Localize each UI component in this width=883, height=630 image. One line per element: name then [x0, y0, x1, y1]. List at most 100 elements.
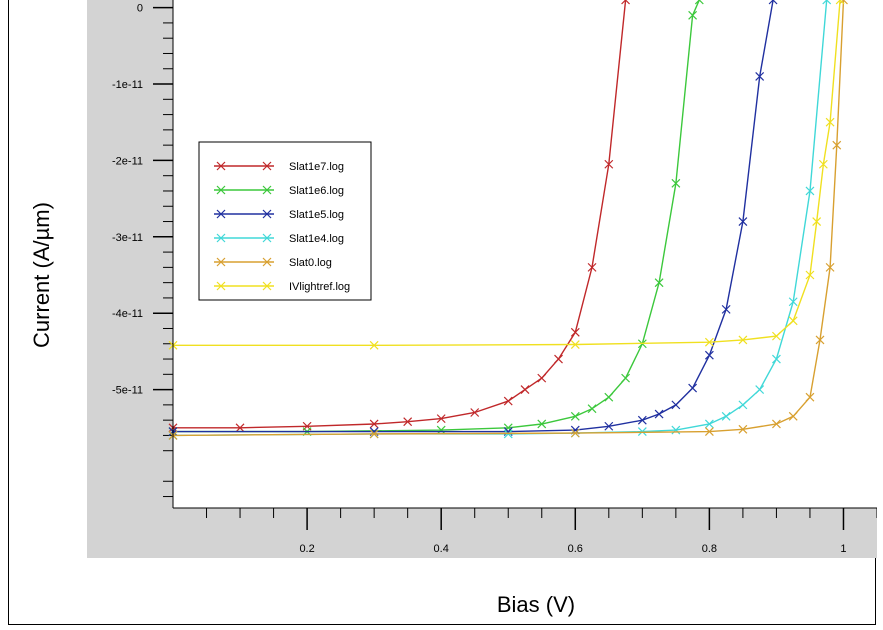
legend-label: Slat1e4.log — [289, 233, 344, 245]
data-point — [554, 354, 563, 364]
legend-item: Slat0.log — [214, 257, 332, 269]
data-point — [721, 304, 731, 314]
data-point — [738, 335, 748, 345]
iv-curve-chart: 0 -1e-11 -2e-11 -3e-11 -4e-11 -5e-11 0.2 0.4 0.… — [29, 0, 877, 617]
data-point — [688, 383, 698, 393]
legend-marker — [262, 233, 272, 243]
data-point — [825, 262, 835, 272]
legend-marker — [216, 233, 226, 243]
data-point — [704, 427, 714, 437]
data-point — [621, 0, 630, 5]
data-point — [815, 335, 825, 345]
data-point — [738, 400, 748, 410]
y-tick-label: 0 — [137, 3, 143, 15]
data-point — [436, 425, 446, 435]
y-tick-label: -1e-11 — [112, 79, 143, 91]
legend-marker — [262, 209, 272, 219]
axis-background-x — [87, 508, 877, 558]
data-point — [621, 373, 630, 383]
data-point — [570, 327, 580, 337]
data-point — [235, 423, 245, 433]
legend-label: Slat0.log — [289, 257, 332, 269]
data-point — [772, 419, 781, 429]
legend-marker — [262, 161, 272, 171]
data-point — [470, 408, 480, 417]
data-point — [654, 278, 664, 288]
legend-marker — [262, 281, 272, 291]
legend-marker — [262, 257, 272, 267]
data-point — [369, 429, 379, 439]
data-point — [818, 159, 828, 169]
series-1 — [168, 0, 704, 437]
x-tick-label: 0.8 — [702, 543, 717, 555]
data-point — [403, 417, 413, 427]
data-point — [704, 350, 714, 360]
legend: Slat1e7.log Slat1e6.log Slat1e5.log Slat1e4… — [198, 141, 372, 301]
series-0 — [168, 0, 630, 433]
data-point — [570, 411, 580, 421]
legend-box — [198, 141, 372, 301]
legend-marker — [262, 185, 272, 195]
legend-label: Slat1e7.log — [289, 161, 344, 173]
series-line — [173, 0, 841, 346]
legend-marker — [216, 161, 226, 171]
series-line — [173, 0, 700, 433]
y-tick-label: -4e-11 — [112, 308, 143, 320]
series-4 — [168, 0, 848, 440]
data-point — [835, 0, 845, 5]
data-point — [822, 0, 832, 5]
y-tick-label: -5e-11 — [112, 385, 143, 397]
x-tick-label: 1 — [840, 543, 846, 555]
x-tick-label: 0.4 — [434, 543, 449, 555]
data-point — [570, 340, 580, 349]
data-point — [805, 392, 815, 402]
data-point — [738, 424, 748, 434]
data-point — [788, 316, 798, 326]
axis-background-y — [87, 0, 173, 558]
data-point — [694, 0, 704, 5]
legend-item: Slat1e4.log — [214, 233, 344, 245]
legend-marker — [216, 185, 226, 195]
legend-label: Slat1e6.log — [289, 185, 344, 197]
chart-frame: 0 -1e-11 -2e-11 -3e-11 -4e-11 -5e-11 0.2 0.4 0.… — [8, 0, 877, 625]
data-point — [637, 415, 647, 425]
series-line — [173, 0, 774, 433]
data-point — [587, 262, 597, 272]
data-point — [570, 428, 580, 438]
legend-marker — [216, 257, 226, 267]
data-point — [604, 159, 614, 169]
data-point — [671, 178, 681, 188]
legend-label: Slat1e5.log — [289, 209, 344, 221]
data-point — [704, 337, 714, 347]
data-point — [772, 354, 781, 364]
series-layer — [168, 0, 848, 440]
y-axis-ticks: 0 -1e-11 -2e-11 -3e-11 -4e-11 -5e-11 — [112, 3, 173, 498]
data-point — [755, 71, 765, 81]
x-tick-label: 0.2 — [299, 543, 314, 555]
data-point — [805, 186, 815, 196]
legend-item: Slat1e6.log — [214, 185, 344, 197]
data-point — [604, 421, 614, 431]
x-axis-title: Bias (V) — [497, 592, 575, 617]
data-point — [537, 419, 547, 429]
data-point — [604, 392, 614, 402]
data-point — [671, 400, 681, 410]
data-point — [755, 385, 765, 395]
y-tick-label: -2e-11 — [112, 155, 143, 167]
data-point — [503, 396, 513, 406]
y-tick-label: -3e-11 — [112, 232, 143, 244]
data-point — [637, 427, 647, 437]
data-point — [812, 217, 822, 226]
data-point — [738, 217, 748, 226]
y-axis-title: Current (A/µm) — [29, 202, 54, 348]
data-point — [825, 117, 835, 127]
x-tick-label: 0.6 — [568, 543, 583, 555]
data-point — [671, 425, 681, 435]
data-point — [788, 297, 798, 307]
data-point — [772, 331, 781, 341]
legend-item: Slat1e5.log — [214, 209, 344, 221]
data-point — [369, 419, 379, 429]
data-point — [654, 409, 664, 419]
data-point — [704, 419, 714, 429]
data-point — [788, 411, 798, 421]
